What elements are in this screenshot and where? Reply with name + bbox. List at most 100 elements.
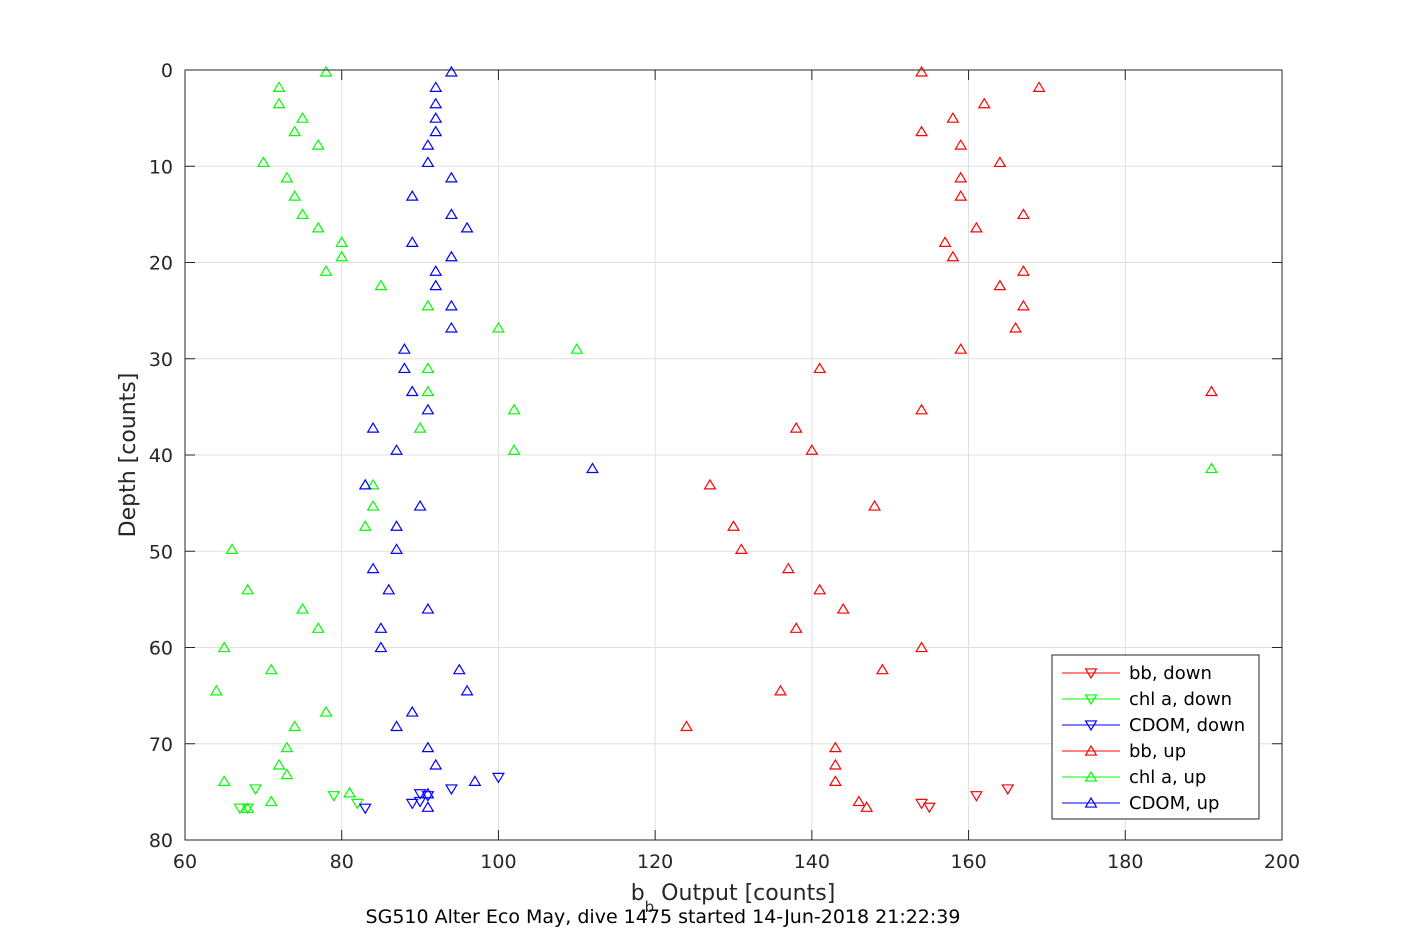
- data-point-bb-up: [915, 403, 929, 415]
- y-tick-label: 50: [149, 541, 173, 563]
- data-point-cdom-down: [358, 803, 372, 815]
- data-point-chl-a-up: [343, 786, 357, 798]
- data-point-cdom-up: [405, 236, 419, 247]
- x-tick-label: 100: [480, 851, 516, 873]
- data-point-cdom-up: [429, 279, 443, 291]
- data-point-chl-a-up: [272, 97, 286, 109]
- data-point-bb-up: [680, 720, 693, 732]
- y-tick-label: 30: [149, 349, 173, 371]
- legend-label-bb-down: bb, down: [1129, 663, 1212, 684]
- data-point-chl-a-up: [319, 265, 333, 276]
- data-point-cdom-up: [421, 741, 435, 753]
- data-point-bb-up: [1016, 299, 1030, 311]
- data-point-chl-a-up: [374, 279, 388, 291]
- y-axis-label: Depth [counts]: [116, 373, 141, 538]
- data-point-cdom-up: [421, 138, 435, 150]
- y-tick-label: 70: [149, 734, 173, 756]
- data-point-chl-a-up: [413, 421, 427, 433]
- data-point-bb-up: [954, 343, 968, 354]
- data-point-cdom-up: [390, 543, 404, 554]
- data-point-chl-a-up: [280, 171, 294, 183]
- data-point-chl-a-up: [335, 250, 349, 262]
- legend-label-bb-up: bb, up: [1129, 741, 1186, 762]
- data-point-chl-a-up: [241, 583, 255, 595]
- data-point-bb-up: [946, 250, 960, 262]
- data-point-cdom-up: [421, 801, 435, 812]
- data-point-cdom-up: [397, 362, 411, 374]
- legend-label-chl-a-up: chl a, up: [1129, 767, 1206, 788]
- data-point-cdom-up: [366, 562, 380, 574]
- data-point-cdom-up: [366, 421, 380, 433]
- data-point-bb-down: [969, 791, 983, 802]
- y-tick-label: 20: [149, 253, 173, 275]
- legend-label-cdom-down: CDOM, down: [1129, 715, 1245, 736]
- data-point-chl-a-up: [217, 775, 231, 786]
- data-point-bb-up: [781, 562, 795, 574]
- data-point-cdom-up: [382, 583, 396, 595]
- data-point-cdom-up: [405, 189, 419, 201]
- data-point-bb-up: [954, 171, 968, 183]
- data-point-cdom-up: [421, 403, 435, 415]
- data-point-cdom-down: [421, 791, 435, 802]
- data-point-cdom-up: [460, 221, 474, 233]
- data-point-chl-a-up: [280, 741, 294, 753]
- data-point-bb-up: [828, 741, 842, 753]
- data-point-bb-up: [915, 65, 929, 77]
- data-point-cdom-up: [452, 663, 466, 675]
- data-point-cdom-up: [585, 462, 599, 474]
- data-point-cdom-up: [397, 343, 411, 354]
- data-point-chl-a-down: [249, 784, 262, 796]
- legend-marker-cdom-up: [1084, 796, 1098, 808]
- data-point-chl-a-up: [241, 802, 255, 813]
- data-point-bb-down: [1001, 784, 1015, 796]
- data-point-bb-up: [860, 801, 874, 812]
- data-point-cdom-up: [429, 97, 443, 109]
- data-point-cdom-down: [405, 798, 419, 810]
- data-point-chl-a-up: [296, 112, 309, 123]
- data-point-bb-up: [938, 236, 952, 247]
- y-tick-label: 0: [161, 60, 173, 82]
- data-point-cdom-up: [390, 720, 404, 732]
- data-point-bb-up: [789, 622, 803, 633]
- x-axis-label-main: b: [631, 881, 645, 906]
- data-point-chl-a-up: [421, 385, 435, 397]
- data-point-chl-a-up: [288, 125, 302, 137]
- x-tick-label: 120: [637, 851, 673, 873]
- data-point-bb-up: [805, 444, 819, 455]
- legend-marker-bb-down: [1084, 668, 1098, 680]
- data-point-cdom-up: [405, 705, 419, 717]
- data-point-chl-a-up: [296, 208, 309, 220]
- data-point-cdom-up: [429, 112, 443, 123]
- data-point-bb-up: [836, 602, 850, 614]
- data-point-bb-up: [1205, 385, 1218, 397]
- data-point-bb-up: [1009, 321, 1023, 333]
- x-tick-label: 180: [1107, 851, 1143, 873]
- data-point-bb-up: [774, 684, 787, 696]
- data-point-chl-a-up: [421, 299, 435, 311]
- data-point-cdom-up: [444, 321, 458, 333]
- x-axis-label: bb Output [counts]: [631, 881, 836, 916]
- data-point-bb-up: [946, 112, 960, 123]
- data-point-cdom-down: [413, 796, 427, 808]
- data-point-bb-up: [828, 775, 842, 786]
- data-point-chl-a-up: [507, 403, 521, 415]
- y-tick-label: 80: [149, 830, 173, 852]
- data-point-cdom-up: [405, 385, 419, 397]
- data-point-chl-a-up: [272, 758, 286, 770]
- data-point-chl-a-up: [366, 499, 380, 511]
- legend-label-chl-a-down: chl a, down: [1129, 689, 1232, 710]
- data-point-chl-a-up: [209, 684, 223, 696]
- legend: bb, down chl a, down CDOM, down bb, up chl a…: [1051, 654, 1260, 820]
- data-point-bb-up: [703, 478, 717, 490]
- data-point-chl-a-up: [264, 663, 278, 675]
- data-point-chl-a-up: [280, 768, 294, 780]
- data-point-cdom-up: [444, 65, 458, 77]
- data-point-chl-a-up: [311, 221, 325, 233]
- legend-marker-cdom-down: [1084, 720, 1098, 732]
- x-tick-label: 160: [950, 851, 986, 873]
- data-point-cdom-up: [444, 299, 458, 311]
- data-point-cdom-up: [413, 499, 427, 511]
- x-tick-label: 60: [173, 851, 197, 873]
